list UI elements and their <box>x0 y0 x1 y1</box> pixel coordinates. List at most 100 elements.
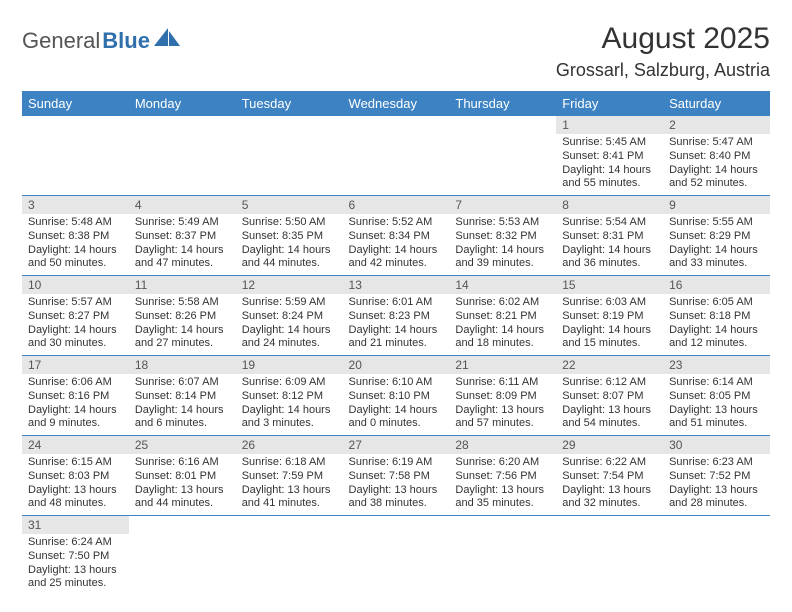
day-header: Saturday <box>663 91 770 116</box>
day-cell <box>556 516 663 596</box>
day-line: Daylight: 14 hours <box>135 404 230 418</box>
day-line: and 6 minutes. <box>135 417 230 431</box>
day-line: Sunset: 8:41 PM <box>562 150 657 164</box>
logo: GeneralBlue <box>22 22 182 54</box>
day-line: and 15 minutes. <box>562 337 657 351</box>
day-line: and 52 minutes. <box>669 177 764 191</box>
day-line: Daylight: 14 hours <box>562 324 657 338</box>
day-number: 31 <box>22 516 129 534</box>
day-body: Sunrise: 5:45 AMSunset: 8:41 PMDaylight:… <box>556 134 663 195</box>
day-cell: 30Sunrise: 6:23 AMSunset: 7:52 PMDayligh… <box>663 436 770 516</box>
day-body: Sunrise: 6:03 AMSunset: 8:19 PMDaylight:… <box>556 294 663 355</box>
day-header: Monday <box>129 91 236 116</box>
day-line: Sunrise: 6:09 AM <box>242 376 337 390</box>
day-line: Sunset: 7:50 PM <box>28 550 123 564</box>
day-cell: 22Sunrise: 6:12 AMSunset: 8:07 PMDayligh… <box>556 356 663 436</box>
day-line: Sunset: 8:24 PM <box>242 310 337 324</box>
day-line: Sunrise: 6:06 AM <box>28 376 123 390</box>
day-line: Sunset: 8:05 PM <box>669 390 764 404</box>
day-cell <box>22 116 129 196</box>
day-cell: 27Sunrise: 6:19 AMSunset: 7:58 PMDayligh… <box>343 436 450 516</box>
day-number: 12 <box>236 276 343 294</box>
day-cell <box>449 516 556 596</box>
day-cell <box>343 516 450 596</box>
day-line: Sunrise: 6:23 AM <box>669 456 764 470</box>
day-line: Sunset: 7:52 PM <box>669 470 764 484</box>
day-line: Sunset: 8:07 PM <box>562 390 657 404</box>
day-body: Sunrise: 6:12 AMSunset: 8:07 PMDaylight:… <box>556 374 663 435</box>
day-cell: 13Sunrise: 6:01 AMSunset: 8:23 PMDayligh… <box>343 276 450 356</box>
day-header: Wednesday <box>343 91 450 116</box>
day-cell: 6Sunrise: 5:52 AMSunset: 8:34 PMDaylight… <box>343 196 450 276</box>
day-cell: 4Sunrise: 5:49 AMSunset: 8:37 PMDaylight… <box>129 196 236 276</box>
day-line: Sunset: 8:09 PM <box>455 390 550 404</box>
day-line: Sunrise: 6:19 AM <box>349 456 444 470</box>
day-number: 2 <box>663 116 770 134</box>
day-line: Sunset: 8:34 PM <box>349 230 444 244</box>
day-number: 26 <box>236 436 343 454</box>
day-line: Daylight: 14 hours <box>242 244 337 258</box>
day-line: Daylight: 13 hours <box>28 484 123 498</box>
day-line: Sunrise: 5:45 AM <box>562 136 657 150</box>
day-line: Sunrise: 5:54 AM <box>562 216 657 230</box>
day-cell: 25Sunrise: 6:16 AMSunset: 8:01 PMDayligh… <box>129 436 236 516</box>
day-number: 1 <box>556 116 663 134</box>
day-number: 4 <box>129 196 236 214</box>
day-cell <box>129 116 236 196</box>
calendar-table: SundayMondayTuesdayWednesdayThursdayFrid… <box>22 91 770 595</box>
day-number: 3 <box>22 196 129 214</box>
day-line: Sunrise: 5:57 AM <box>28 296 123 310</box>
day-body: Sunrise: 6:05 AMSunset: 8:18 PMDaylight:… <box>663 294 770 355</box>
day-line: Daylight: 14 hours <box>669 324 764 338</box>
day-number: 19 <box>236 356 343 374</box>
day-line: and 27 minutes. <box>135 337 230 351</box>
day-line: Sunrise: 5:49 AM <box>135 216 230 230</box>
day-line: and 24 minutes. <box>242 337 337 351</box>
day-line: Daylight: 14 hours <box>28 244 123 258</box>
day-line: Sunrise: 6:10 AM <box>349 376 444 390</box>
day-line: Daylight: 14 hours <box>669 164 764 178</box>
day-line: Sunrise: 6:24 AM <box>28 536 123 550</box>
day-body: Sunrise: 5:54 AMSunset: 8:31 PMDaylight:… <box>556 214 663 275</box>
day-body: Sunrise: 5:49 AMSunset: 8:37 PMDaylight:… <box>129 214 236 275</box>
day-line: and 30 minutes. <box>28 337 123 351</box>
day-line: Daylight: 14 hours <box>135 324 230 338</box>
day-line: Sunrise: 6:02 AM <box>455 296 550 310</box>
day-line: and 39 minutes. <box>455 257 550 271</box>
day-line: Sunset: 7:54 PM <box>562 470 657 484</box>
day-line: Sunrise: 6:07 AM <box>135 376 230 390</box>
day-number: 20 <box>343 356 450 374</box>
day-line: Daylight: 14 hours <box>135 244 230 258</box>
day-line: Sunset: 8:21 PM <box>455 310 550 324</box>
day-cell <box>343 116 450 196</box>
day-cell: 29Sunrise: 6:22 AMSunset: 7:54 PMDayligh… <box>556 436 663 516</box>
header: GeneralBlue August 2025 Grossarl, Salzbu… <box>22 22 770 81</box>
day-line: Daylight: 13 hours <box>562 404 657 418</box>
day-line: Sunrise: 6:11 AM <box>455 376 550 390</box>
day-cell <box>129 516 236 596</box>
day-line: Sunset: 7:59 PM <box>242 470 337 484</box>
day-line: and 35 minutes. <box>455 497 550 511</box>
day-body: Sunrise: 5:48 AMSunset: 8:38 PMDaylight:… <box>22 214 129 275</box>
day-line: Sunset: 8:16 PM <box>28 390 123 404</box>
day-line: Daylight: 13 hours <box>669 404 764 418</box>
day-number: 8 <box>556 196 663 214</box>
day-line: Daylight: 14 hours <box>669 244 764 258</box>
day-line: Sunrise: 5:50 AM <box>242 216 337 230</box>
day-line: and 33 minutes. <box>669 257 764 271</box>
day-body: Sunrise: 6:15 AMSunset: 8:03 PMDaylight:… <box>22 454 129 515</box>
day-number: 29 <box>556 436 663 454</box>
day-line: Sunrise: 6:14 AM <box>669 376 764 390</box>
day-line: Sunrise: 5:47 AM <box>669 136 764 150</box>
day-cell: 15Sunrise: 6:03 AMSunset: 8:19 PMDayligh… <box>556 276 663 356</box>
day-line: and 41 minutes. <box>242 497 337 511</box>
day-cell: 1Sunrise: 5:45 AMSunset: 8:41 PMDaylight… <box>556 116 663 196</box>
day-body: Sunrise: 6:16 AMSunset: 8:01 PMDaylight:… <box>129 454 236 515</box>
day-cell: 12Sunrise: 5:59 AMSunset: 8:24 PMDayligh… <box>236 276 343 356</box>
day-line: and 21 minutes. <box>349 337 444 351</box>
day-body: Sunrise: 5:52 AMSunset: 8:34 PMDaylight:… <box>343 214 450 275</box>
day-body: Sunrise: 5:58 AMSunset: 8:26 PMDaylight:… <box>129 294 236 355</box>
day-cell: 7Sunrise: 5:53 AMSunset: 8:32 PMDaylight… <box>449 196 556 276</box>
day-line: and 38 minutes. <box>349 497 444 511</box>
day-line: and 42 minutes. <box>349 257 444 271</box>
